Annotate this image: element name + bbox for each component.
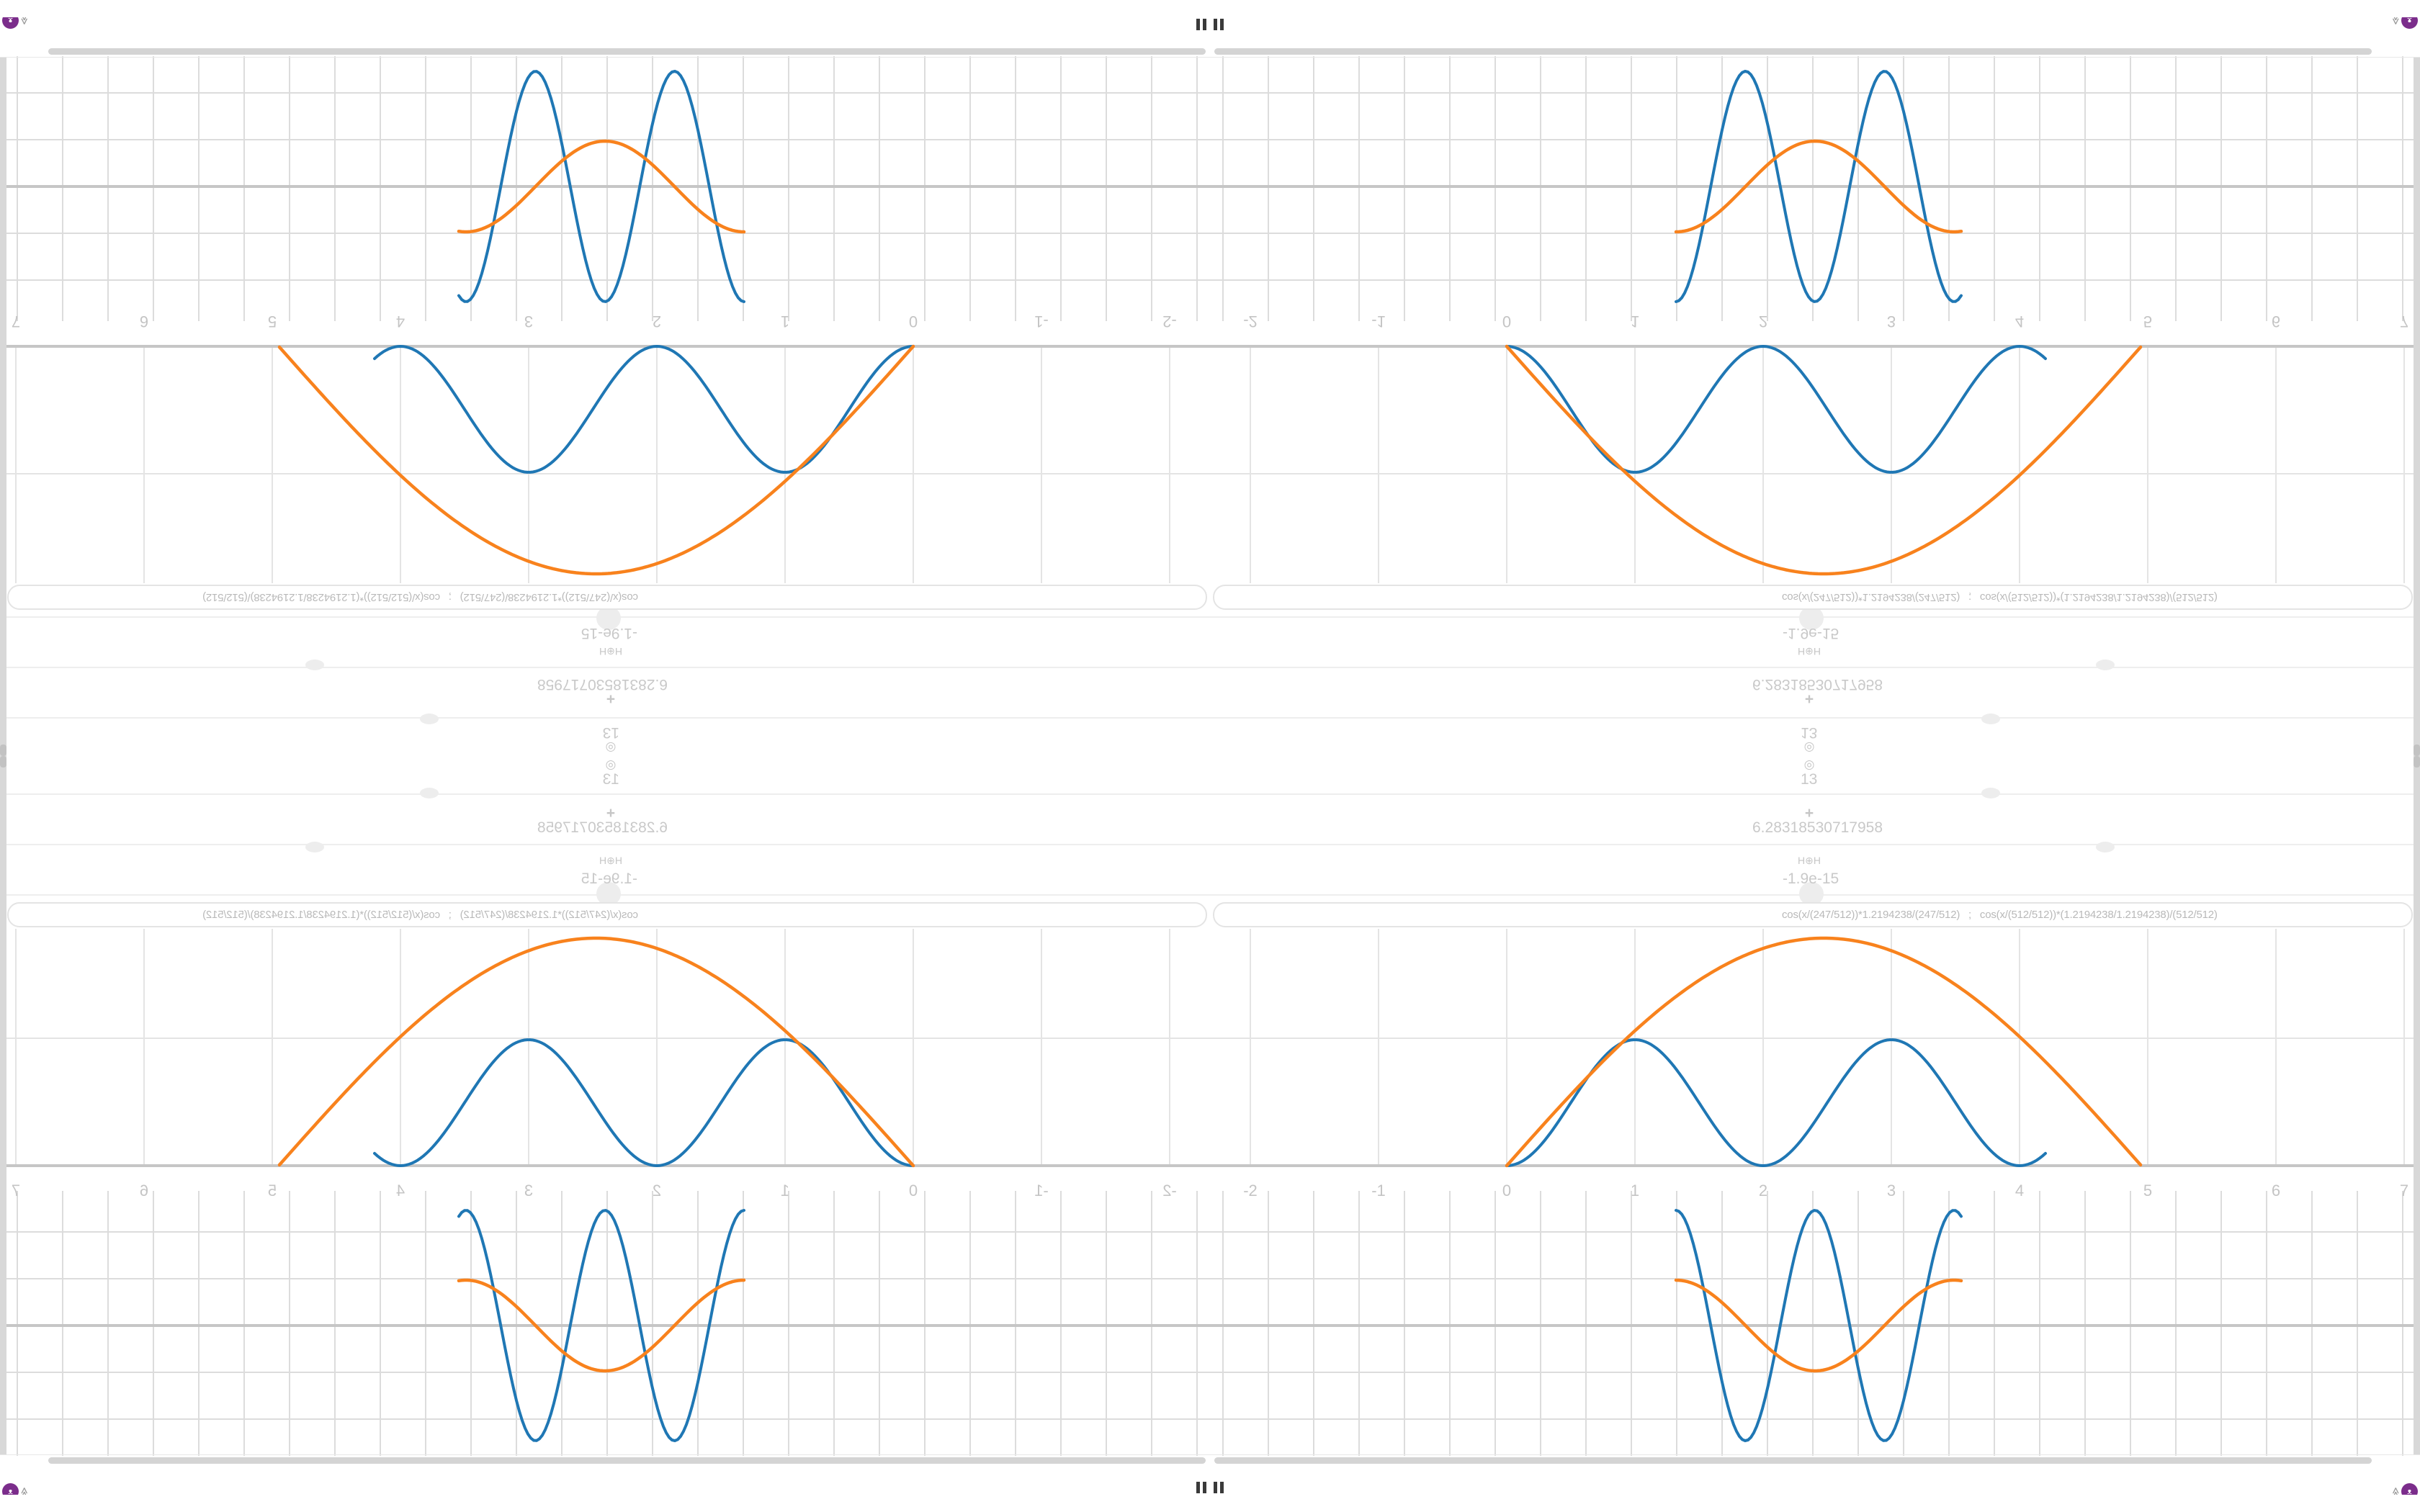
vertical-scrollbar-thumb[interactable] [0,744,6,756]
x-tick-label: -1 [1034,1182,1049,1200]
page-edge [0,57,1210,58]
x-tick-label: -2 [1162,312,1177,330]
plot-canvas[interactable] [1210,756,2420,1512]
browser-toolbar: Y●⊕⊕↶↷⊕⚒◕⚙⊕○○⊙○⊙○⊙▭←◇⌂ https://o-retolp-… [0,1464,1210,1495]
browser-toolbar: Y●⊕⊕↶↷⊕⚒◕⚙⊕○○⊙○⊙○⊙▭←◇⌂ https://o-retolp-… [0,17,1210,48]
x-tick-label: 5 [2143,1182,2153,1200]
vertical-scrollbar-thumb[interactable] [2414,756,2420,768]
x-tick-label: 1 [780,1182,790,1200]
x-tick-label: 0 [908,312,918,330]
horizontal-scrollbar[interactable] [48,48,1206,55]
pause-icon[interactable] [1196,19,1206,30]
move-cross-icon[interactable]: + [1804,805,1814,822]
x-tick-label: 0 [908,1182,918,1200]
x-tick-label: 4 [2015,312,2025,330]
page-edge [0,1454,1210,1455]
x-tick-label: -1 [1034,312,1049,330]
x-tick-label: 7 [2399,1182,2409,1200]
vertical-scrollbar-thumb[interactable] [0,756,6,768]
x-tick-label: 2 [1758,312,1768,330]
x-tick-label: -1 [1371,312,1386,330]
x-tick-label: 3 [1886,312,1896,330]
x-tick-label: 4 [2015,1182,2025,1200]
x-tick-label: 5 [2143,312,2153,330]
plot-canvas[interactable] [0,0,1210,756]
x-tick-label: 2 [1758,1182,1768,1200]
x-tick-label: 3 [524,312,534,330]
x-tick-label: 5 [267,1182,277,1200]
vertical-scrollbar[interactable] [0,756,6,1454]
slider-handle[interactable] [2096,842,2115,852]
x-tick-label: 2 [652,1182,662,1200]
x-tick-label: -1 [1371,1182,1386,1200]
quadrant-mirror-x: ◎ 13 + 6.28318530717958 H⊕H -1.9e-15 cos… [0,756,1210,1512]
x-tick-label: 0 [1502,312,1512,330]
row-divider [1210,844,2414,845]
formula-input[interactable]: cos(x/(247/512))*1.2194238/(247/512) ; c… [1213,902,2413,927]
expression-value-2pi: 6.28318530717958 [1752,819,1883,836]
slider-handle[interactable] [1981,788,2000,798]
taskbar: ▦▥◕64▤▤▤▤▤▤▤V✳▦▦▦▦▦▦▦ᴥ≣≣ ≫ 0.64 0.00 0.1… [0,1495,1210,1512]
pause-icon[interactable] [1196,1482,1206,1493]
quadrant-mirror-y: ◎ 13 + 6.28318530717958 H⊕H -1.9e-15 cos… [1210,0,2420,756]
taskbar: ▦▥◕64▤▤▤▤▤▤▤V✳▦▦▦▦▦▦▦ᴥ≣≣ ≫ 0.64 0.00 0.1… [1210,0,2420,17]
x-tick-label: -2 [1243,312,1258,330]
slider-value: 13 [1801,771,1818,788]
x-tick-label: 6 [139,1182,149,1200]
taskbar: ▦▥◕64▤▤▤▤▤▤▤V✳▦▦▦▦▦▦▦ᴥ≣≣ ≫ 0.64 0.00 0.1… [0,0,1210,17]
x-tick-label: 6 [2271,1182,2281,1200]
expression-value-eps: -1.9e-15 [1783,870,1839,887]
page-edge [1210,1454,2420,1455]
x-tick-label: 0 [1502,1182,1512,1200]
horizontal-scrollbar[interactable] [1214,1457,2372,1464]
x-tick-label: 3 [1886,1182,1896,1200]
formula-text: cos(x/(247/512))*1.2194238/(247/512) ; c… [1782,909,2218,921]
taskbar: ▦▥◕64▤▤▤▤▤▤▤V✳▦▦▦▦▦▦▦ᴥ≣≣ ≫ 0.64 0.00 0.1… [1210,1495,2420,1512]
x-tick-label: 6 [2271,312,2281,330]
plot-canvas[interactable] [1210,0,2420,756]
x-tick-label: 4 [395,1182,405,1200]
x-tick-label: 1 [780,312,790,330]
plot-canvas[interactable] [0,756,1210,1512]
x-tick-label: -2 [1162,1182,1177,1200]
x-tick-label: 6 [139,312,149,330]
row-divider [1210,793,2414,795]
x-tick-label: 1 [1630,312,1640,330]
horizontal-scrollbar[interactable] [48,1457,1206,1464]
quadrant-mirror-xy: ◎ 13 + 6.28318530717958 H⊕H -1.9e-15 cos… [0,0,1210,756]
x-tick-label: -2 [1243,1182,1258,1200]
slider-widget-icon[interactable]: H⊕H [1798,855,1821,866]
browser-toolbar: Y●⊕⊕↶↷⊕⚒◕⚙⊕○○⊙○⊙○⊙▭←◇⌂ https://o-retolp-… [1210,1464,2420,1495]
quadrant-original: ◎ 13 + 6.28318530717958 H⊕H -1.9e-15 cos… [1210,756,2420,1512]
pause-icon[interactable] [1214,1482,1224,1493]
x-tick-label: 4 [395,312,405,330]
pause-icon[interactable] [1214,19,1224,30]
x-tick-label: 5 [267,312,277,330]
horizontal-scrollbar[interactable] [1214,48,2372,55]
slider-handle[interactable] [1799,882,1824,906]
x-tick-label: 2 [652,312,662,330]
x-tick-label: 3 [524,1182,534,1200]
x-tick-label: 1 [1630,1182,1640,1200]
browser-toolbar: Y●⊕⊕↶↷⊕⚒◕⚙⊕○○⊙○⊙○⊙▭←◇⌂ https://o-retolp-… [1210,17,2420,48]
page-edge [1210,57,2420,58]
vertical-scrollbar-thumb[interactable] [2414,744,2420,756]
vertical-scrollbar[interactable] [0,58,6,756]
vertical-scrollbar[interactable] [2414,58,2420,756]
vertical-scrollbar[interactable] [2414,756,2420,1454]
record-icon[interactable]: ◎ [1803,757,1815,771]
